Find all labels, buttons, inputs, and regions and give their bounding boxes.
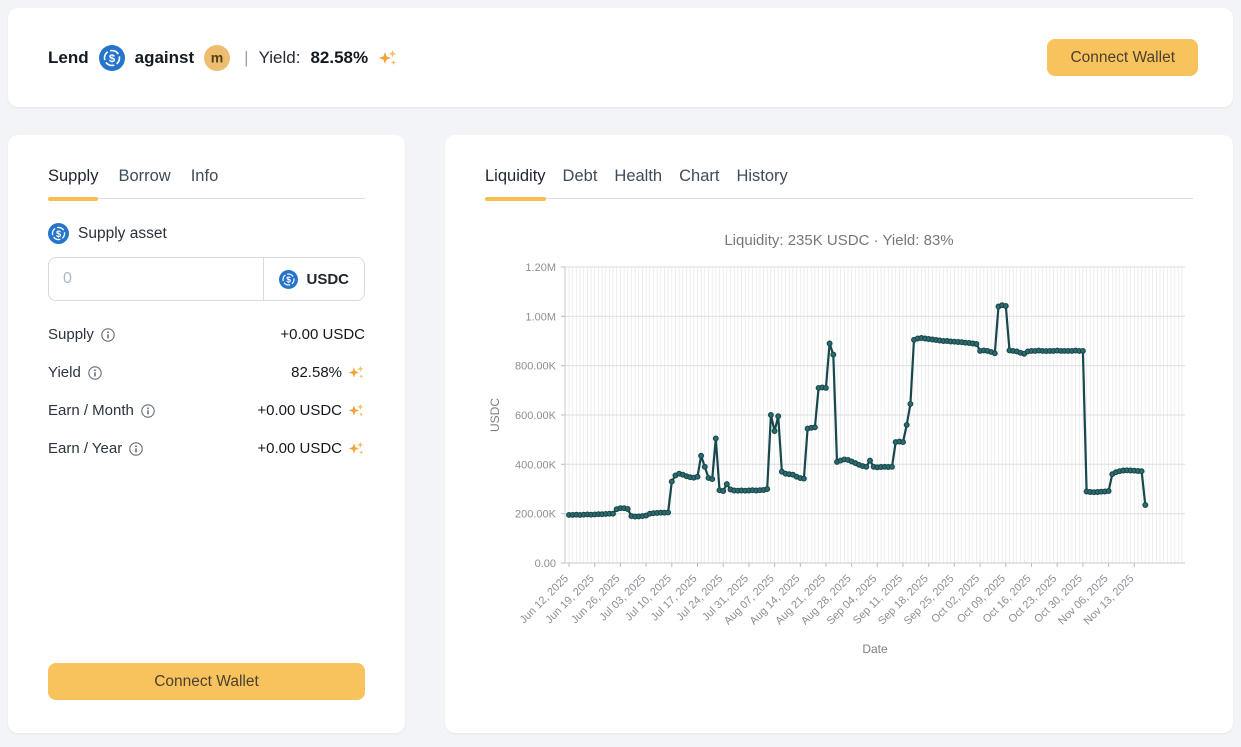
earn-month-label: Earn / Month xyxy=(48,402,134,419)
info-icon[interactable] xyxy=(101,328,115,342)
sparkles-icon xyxy=(348,440,365,457)
svg-text:200.00K: 200.00K xyxy=(515,509,557,521)
svg-text:800.00K: 800.00K xyxy=(515,361,557,373)
sparkles-icon xyxy=(348,364,365,381)
supply-details: Supply +0.00 USDC Yield 82.58% xyxy=(48,326,365,478)
detail-row-supply: Supply +0.00 USDC xyxy=(48,326,365,343)
market-title: Lend against | Yield: 82.58% xyxy=(48,45,398,71)
spacer xyxy=(48,478,365,663)
m-token-icon xyxy=(204,45,230,71)
liquidity-line-chart: 0.00 200.00K 400.00K 600.00K 800.00K 1.00M 1.2… xyxy=(488,232,1185,656)
yield-row-label: Yield xyxy=(48,364,81,381)
asset-selector-button[interactable]: USDC xyxy=(263,258,364,300)
detail-row-earn-year: Earn / Year +0.00 USDC xyxy=(48,440,365,457)
tab-liquidity[interactable]: Liquidity xyxy=(485,161,546,201)
svg-text:USDC: USDC xyxy=(488,398,502,432)
connect-wallet-button-panel[interactable]: Connect Wallet xyxy=(48,663,365,700)
against-label: against xyxy=(134,47,195,67)
chart-container: 0.00 200.00K 400.00K 600.00K 800.00K 1.00M 1.2… xyxy=(485,207,1193,672)
tab-chart[interactable]: Chart xyxy=(679,161,719,198)
usdc-icon xyxy=(279,270,298,289)
info-icon[interactable] xyxy=(141,404,155,418)
supply-panel-tabs: Supply Borrow Info xyxy=(48,161,365,201)
main-content: Supply Borrow Info Supply asset USDC Sup… xyxy=(8,135,1233,733)
earn-month-value: +0.00 USDC xyxy=(257,402,342,419)
sparkles-icon xyxy=(378,48,398,68)
svg-text:0.00: 0.00 xyxy=(535,558,556,570)
connect-wallet-button-header[interactable]: Connect Wallet xyxy=(1047,39,1198,76)
tab-debt[interactable]: Debt xyxy=(563,161,598,198)
supply-asset-label-row: Supply asset xyxy=(48,223,365,244)
supply-amount-field: USDC xyxy=(48,257,365,301)
tab-supply[interactable]: Supply xyxy=(48,161,99,201)
tab-history[interactable]: History xyxy=(736,161,787,198)
detail-row-yield: Yield 82.58% xyxy=(48,364,365,381)
page: Lend against | Yield: 82.58% Connect Wal… xyxy=(0,8,1241,733)
earn-year-label: Earn / Year xyxy=(48,440,123,457)
lend-label: Lend xyxy=(48,47,89,67)
title-separator: | xyxy=(244,47,249,67)
svg-text:1.20M: 1.20M xyxy=(525,262,556,274)
svg-text:600.00K: 600.00K xyxy=(515,410,557,422)
tab-info[interactable]: Info xyxy=(191,161,219,198)
yield-value: 82.58% xyxy=(310,47,369,67)
usdc-icon xyxy=(99,45,125,71)
usdc-icon xyxy=(48,223,69,244)
earn-year-value: +0.00 USDC xyxy=(257,440,342,457)
svg-text:400.00K: 400.00K xyxy=(515,459,557,471)
tab-health[interactable]: Health xyxy=(614,161,662,198)
svg-text:1.00M: 1.00M xyxy=(525,311,556,323)
yield-row-value: 82.58% xyxy=(291,364,342,381)
chart-panel: Liquidity Debt Health Chart History 0.00… xyxy=(445,135,1233,733)
yield-label: Yield: xyxy=(258,47,301,67)
chart-panel-tabs: Liquidity Debt Health Chart History xyxy=(485,161,1193,201)
header-bar: Lend against | Yield: 82.58% Connect Wal… xyxy=(8,8,1233,107)
tab-borrow[interactable]: Borrow xyxy=(118,161,170,198)
svg-text:Liquidity: 235K USDC · Yield:: Liquidity: 235K USDC · Yield: 83% xyxy=(724,232,953,249)
supply-asset-label: Supply asset xyxy=(78,224,167,242)
sparkles-icon xyxy=(348,402,365,419)
detail-row-earn-month: Earn / Month +0.00 USDC xyxy=(48,402,365,419)
info-icon[interactable] xyxy=(88,366,102,380)
svg-text:Date: Date xyxy=(862,642,888,656)
asset-selector-label: USDC xyxy=(306,270,349,288)
supply-amount-input[interactable] xyxy=(49,258,264,300)
supply-row-label: Supply xyxy=(48,326,94,343)
supply-row-value: +0.00 USDC xyxy=(280,326,365,343)
info-icon[interactable] xyxy=(129,442,143,456)
supply-panel: Supply Borrow Info Supply asset USDC Sup… xyxy=(8,135,405,733)
